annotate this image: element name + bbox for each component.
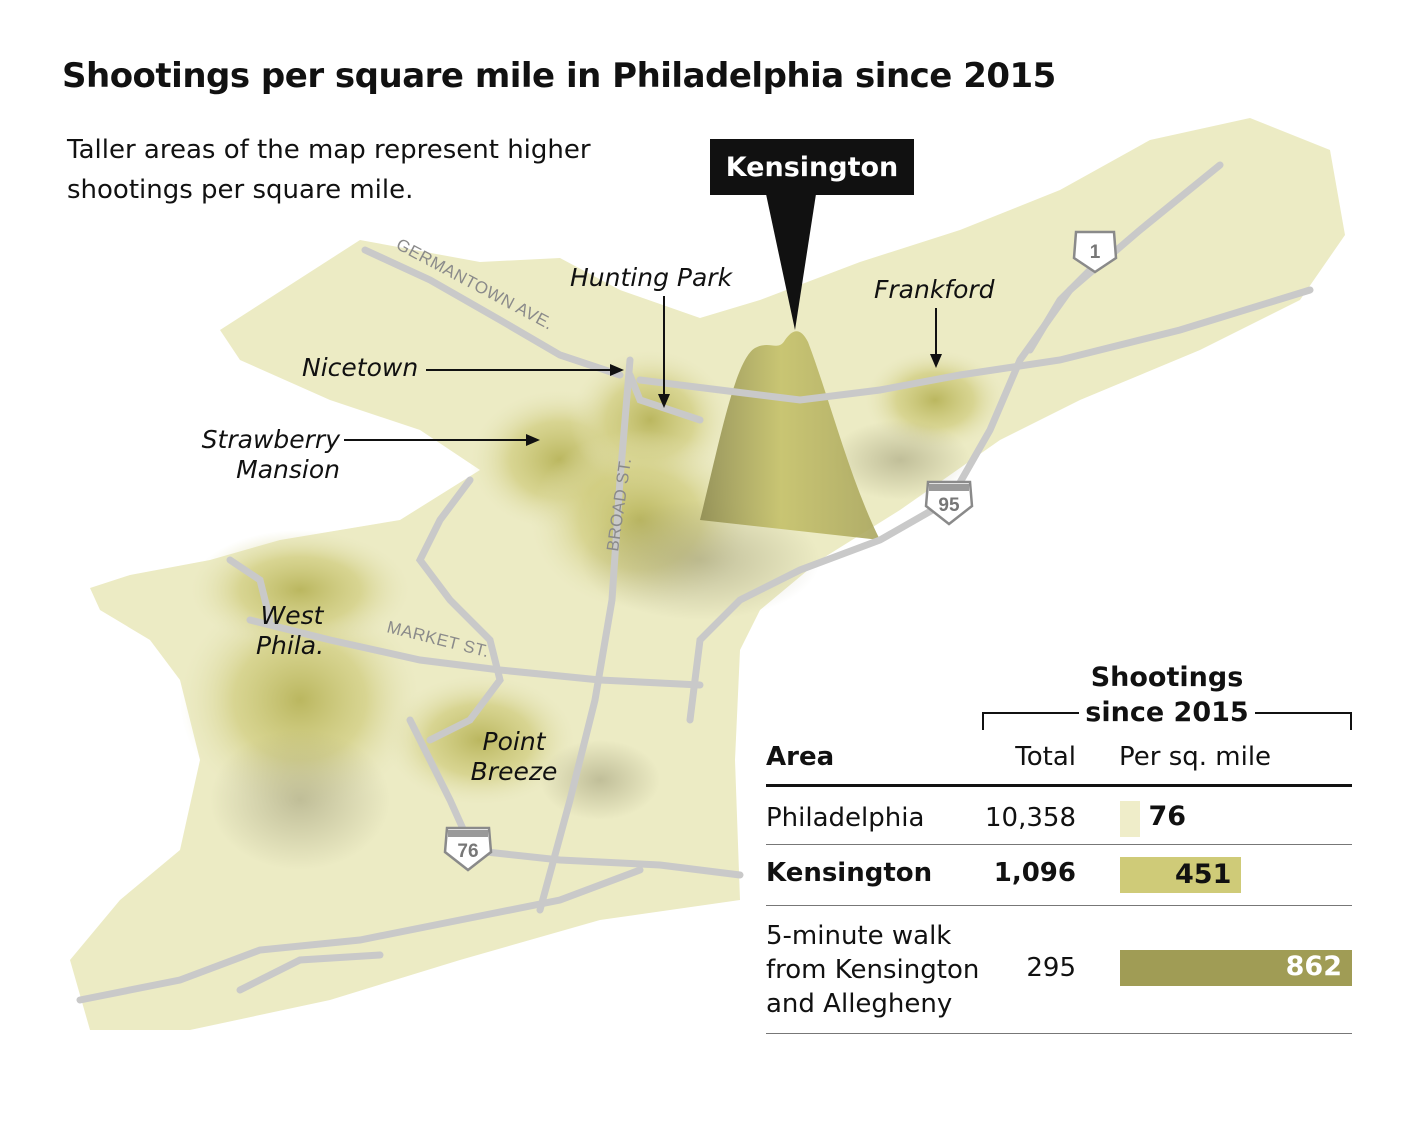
row-bar xyxy=(1120,801,1141,837)
row-bar xyxy=(1120,950,1352,986)
row-value: 451 xyxy=(1175,859,1232,890)
row-area-line: from Kensington xyxy=(766,955,980,985)
row-area: 5-minute walk from Kensington and Allegh… xyxy=(766,919,979,1021)
row-total: 295 xyxy=(1026,953,1076,983)
header-rule xyxy=(766,784,1352,787)
road-network xyxy=(76,161,1314,1004)
label-point-breeze-1: Point xyxy=(483,727,547,756)
row-area: Philadelphia xyxy=(766,803,925,833)
row-value: 76 xyxy=(1148,801,1187,832)
col-header-area: Area xyxy=(766,742,835,772)
page-title: Shootings per square mile in Philadelphi… xyxy=(62,56,1056,96)
svg-text:1: 1 xyxy=(1090,242,1101,263)
label-frankford: Frankford xyxy=(874,275,995,304)
col-header-per-sq-mile: Per sq. mile xyxy=(1119,742,1272,772)
label-strawberry-mansion-1: Strawberry xyxy=(202,425,342,454)
table-group-header: Shootings since 2015 xyxy=(982,660,1352,732)
row-value: 862 xyxy=(1285,951,1342,982)
label-strawberry-mansion-2: Mansion xyxy=(236,455,340,484)
col-header-total: Total xyxy=(1015,742,1076,772)
row-total: 1,096 xyxy=(993,858,1076,888)
table-row-five-minute-walk: 5-minute walk from Kensington and Allegh… xyxy=(766,905,1352,1034)
us-route-1-shield: 1 xyxy=(1072,230,1118,274)
table-row-philadelphia: Philadelphia 10,358 76 xyxy=(766,787,1352,845)
label-west-phila-2: Phila. xyxy=(256,631,324,660)
table-row-kensington: Kensington 1,096 451 xyxy=(766,844,1352,906)
row-area: Kensington xyxy=(766,858,933,888)
svg-text:76: 76 xyxy=(457,841,478,862)
row-total: 10,358 xyxy=(985,803,1076,833)
group-title-line2: since 2015 xyxy=(1079,697,1255,728)
group-title-line1: Shootings xyxy=(1090,662,1244,693)
svg-text:Kensington: Kensington xyxy=(726,152,899,183)
map-subtitle: Taller areas of the map represent higher… xyxy=(67,135,591,205)
row-area-line: and Allegheny xyxy=(766,989,953,1019)
label-nicetown: Nicetown xyxy=(302,353,418,382)
interstate-76-shield: 76 xyxy=(443,826,493,872)
label-hunting-park: Hunting Park xyxy=(570,263,734,292)
label-point-breeze-2: Breeze xyxy=(471,757,558,786)
row-bar xyxy=(1120,857,1242,893)
row-area-line: 5-minute walk xyxy=(766,921,952,951)
label-west-phila-1: West xyxy=(261,601,325,630)
interstate-95-shield: 95 xyxy=(924,480,974,526)
svg-text:95: 95 xyxy=(938,495,960,516)
kensington-callout: Kensington xyxy=(710,139,914,330)
